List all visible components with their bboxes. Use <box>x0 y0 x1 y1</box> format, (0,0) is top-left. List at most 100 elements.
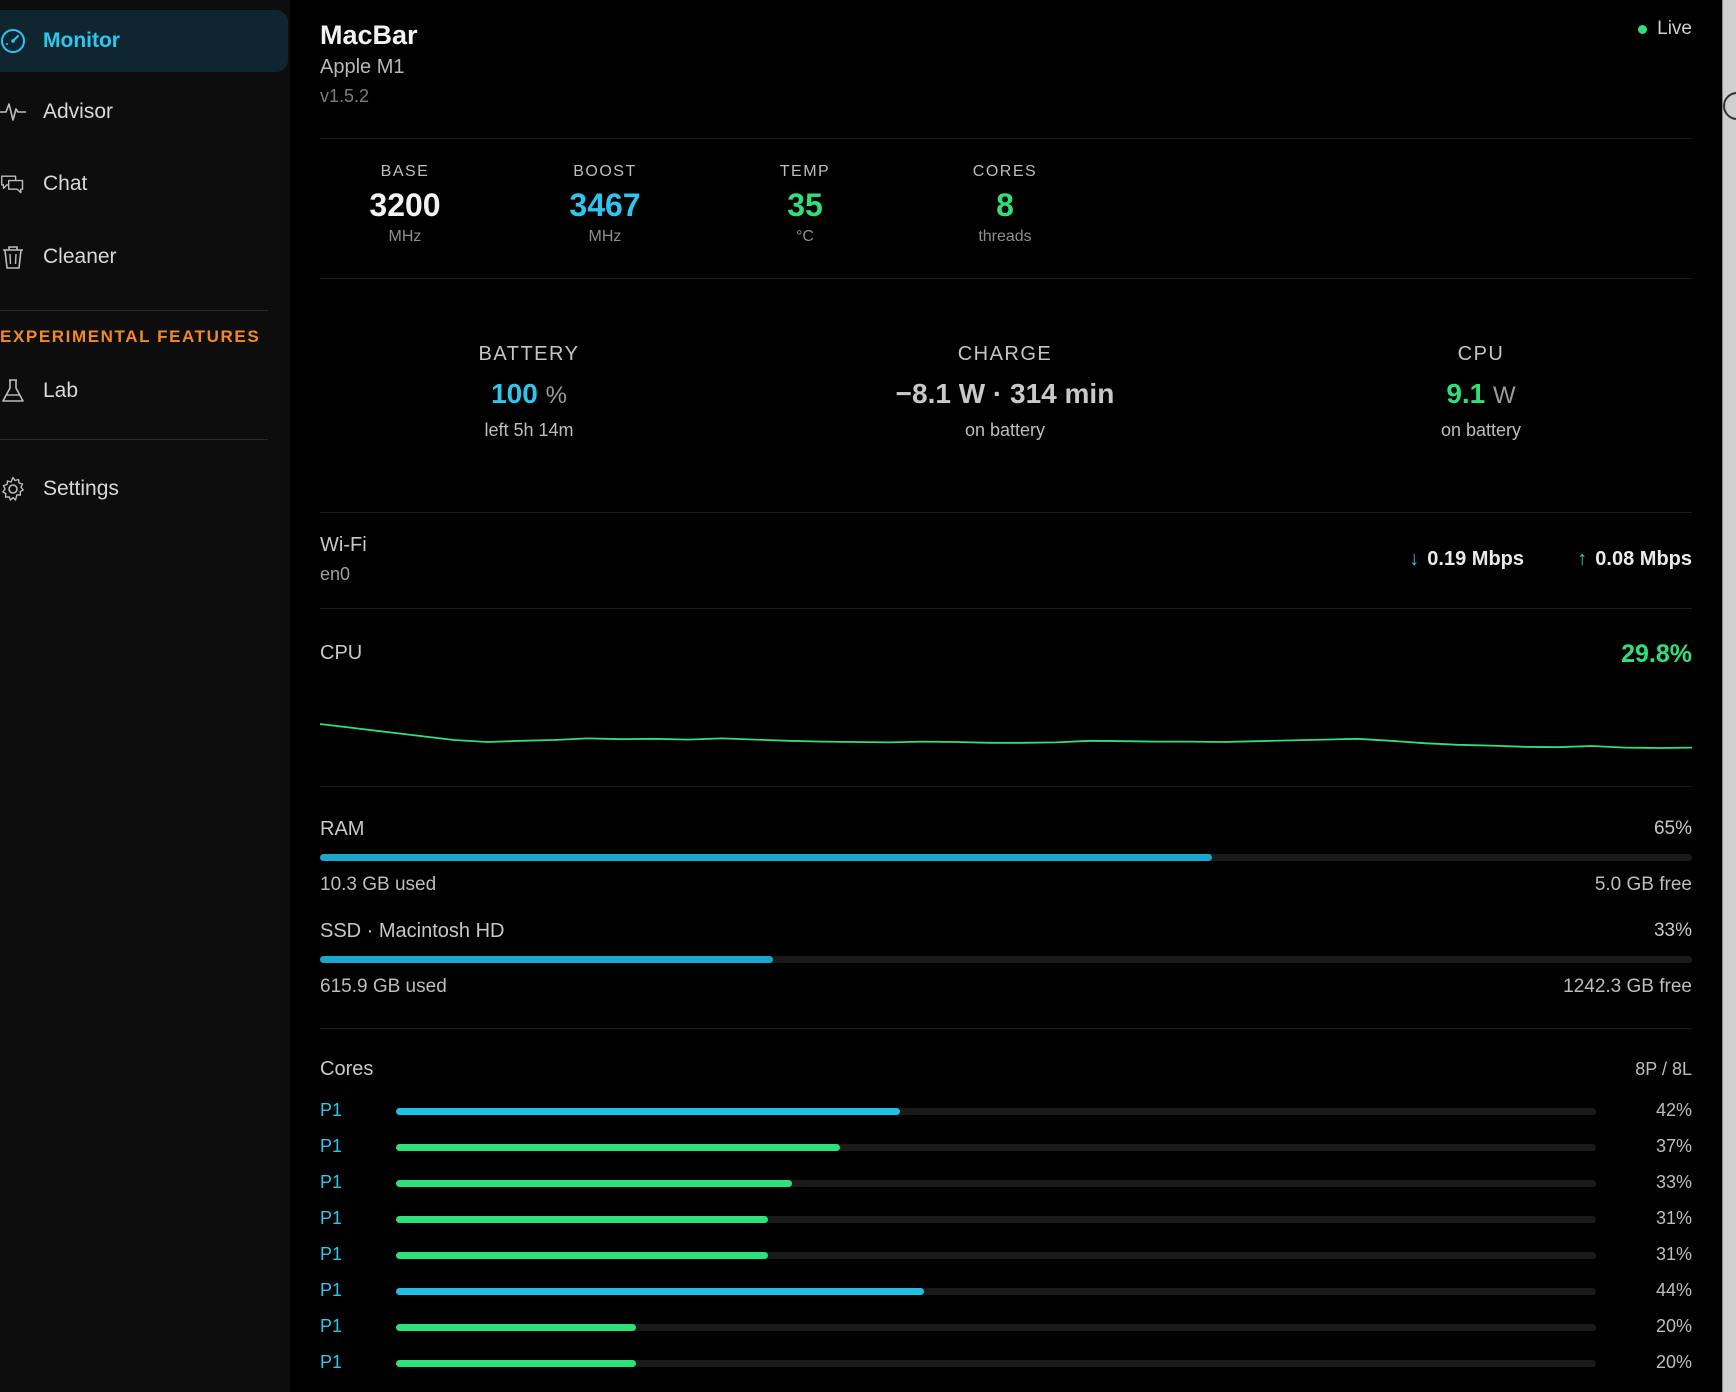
core-percent: 33% <box>1655 1172 1692 1192</box>
core-percent: 20% <box>1655 1352 1692 1372</box>
network-name: Wi-Fi <box>320 534 367 556</box>
core-percent: 44% <box>1655 1280 1692 1300</box>
ssd-free: 1242.3 GB free <box>1563 976 1692 997</box>
sidebar-item-label: Settings <box>43 477 119 500</box>
core-usage-track <box>396 1144 1596 1151</box>
sidebar-divider <box>0 439 268 440</box>
ram-usage-fill <box>320 854 1212 861</box>
window-edge <box>1722 0 1736 1392</box>
spec-temp: TEMP 35 °C <box>720 163 890 246</box>
core-row: P1 20% <box>320 1352 1692 1376</box>
core-usage-fill <box>396 1180 792 1187</box>
gear-icon <box>0 476 26 502</box>
sidebar-item-label: Advisor <box>43 100 114 123</box>
core-usage-track <box>396 1216 1596 1223</box>
spec-unit: MHz <box>388 228 422 245</box>
core-row: P1 42% <box>320 1100 1692 1124</box>
spec-unit: MHz <box>588 228 622 245</box>
core-row: P1 44% <box>320 1280 1692 1304</box>
spec-base: BASE 3200 MHz <box>320 163 490 246</box>
ssd-usage-fill <box>320 956 773 963</box>
core-label: P1 <box>320 1352 343 1372</box>
divider <box>320 278 1692 279</box>
battery-value: 100 % <box>491 378 567 409</box>
flask-icon <box>0 378 26 404</box>
charge-status: on battery <box>964 420 1046 440</box>
ssd-percent: 33% <box>1653 920 1692 941</box>
cores-title: Cores <box>320 1058 374 1080</box>
section-title: EXPERIMENTAL FEATURES <box>0 327 261 346</box>
spec-label: BOOST <box>573 163 637 180</box>
cpu-power-label: CPU <box>1457 343 1505 365</box>
live-label: Live <box>1657 18 1692 39</box>
ssd-used: 615.9 GB used <box>320 976 447 997</box>
divider <box>320 138 1692 139</box>
core-label: P1 <box>320 1208 343 1228</box>
ram-usage-track <box>320 854 1692 861</box>
spec-unit: threads <box>978 228 1032 245</box>
core-percent: 42% <box>1655 1100 1692 1120</box>
live-dot-icon <box>1638 24 1648 34</box>
arrow-down-icon: ↓ <box>1409 548 1420 570</box>
spec-label: CORES <box>972 163 1038 180</box>
cpu-usage-sparkline <box>320 723 1692 749</box>
app-version: v1.5.2 <box>320 86 370 106</box>
pulse-icon <box>0 99 26 125</box>
core-usage-track <box>396 1108 1596 1115</box>
core-usage-track <box>396 1360 1596 1367</box>
core-label: P1 <box>320 1316 343 1336</box>
arrow-up-icon: ↑ <box>1577 548 1588 570</box>
battery-label: BATTERY <box>478 343 580 365</box>
core-row: P1 31% <box>320 1244 1692 1268</box>
core-usage-track <box>396 1288 1596 1295</box>
core-percent: 20% <box>1655 1316 1692 1336</box>
core-row: P1 20% <box>320 1316 1692 1340</box>
sidebar-item-label: Chat <box>43 172 88 195</box>
cpu-usage-value: 29.8% <box>1621 640 1692 668</box>
core-usage-fill <box>396 1216 768 1223</box>
sidebar-item-label: Lab <box>43 379 79 402</box>
core-usage-fill <box>396 1324 636 1331</box>
divider <box>320 608 1692 609</box>
upload-rate: ↑ 0.08 Mbps <box>1577 548 1692 570</box>
sidebar-item-lab[interactable]: Lab <box>0 360 288 422</box>
app-title: MacBar <box>320 20 418 50</box>
ram-percent: 65% <box>1653 818 1692 839</box>
core-usage-fill <box>396 1288 924 1295</box>
core-usage-fill <box>396 1108 900 1115</box>
sidebar-divider <box>0 310 268 311</box>
cpu-power-value: 9.1 W <box>1446 378 1516 409</box>
core-label: P1 <box>320 1172 343 1192</box>
spec-boost: BOOST 3467 MHz <box>520 163 690 246</box>
core-label: P1 <box>320 1100 343 1120</box>
cpu-power-stat: CPU 9.1 W on battery <box>1316 343 1646 441</box>
core-percent: 31% <box>1655 1244 1692 1264</box>
spec-unit: °C <box>796 228 814 245</box>
sidebar-item-advisor[interactable]: Advisor <box>0 81 288 143</box>
sidebar-item-settings[interactable]: Settings <box>0 458 288 520</box>
core-usage-fill <box>396 1360 636 1367</box>
sidebar-item-chat[interactable]: Chat <box>0 153 288 215</box>
divider <box>320 512 1692 513</box>
core-usage-track <box>396 1324 1596 1331</box>
charge-value: −8.1 W · 314 min <box>895 378 1115 409</box>
battery-stat: BATTERY 100 % left 5h 14m <box>364 343 694 441</box>
sidebar-item-label: Cleaner <box>43 245 117 268</box>
sidebar-item-monitor[interactable]: Monitor <box>0 10 288 72</box>
spec-value: 8 <box>996 187 1014 223</box>
spec-value: 35 <box>787 187 823 223</box>
ram-free: 5.0 GB free <box>1594 874 1692 895</box>
sidebar-item-cleaner[interactable]: Cleaner <box>0 226 288 288</box>
cpu-power-status: on battery <box>1440 420 1522 440</box>
gauge-icon <box>0 28 26 54</box>
cpu-usage-label: CPU <box>320 642 363 664</box>
ssd-label: SSD · Macintosh HD <box>320 920 505 942</box>
spec-label: BASE <box>380 163 430 180</box>
download-rate: ↓ 0.19 Mbps <box>1409 548 1524 570</box>
divider <box>320 1028 1692 1029</box>
network-interface: en0 <box>320 564 351 584</box>
ram-used: 10.3 GB used <box>320 874 437 895</box>
core-label: P1 <box>320 1280 343 1300</box>
circle-icon <box>1723 92 1736 120</box>
core-usage-fill <box>396 1252 768 1259</box>
